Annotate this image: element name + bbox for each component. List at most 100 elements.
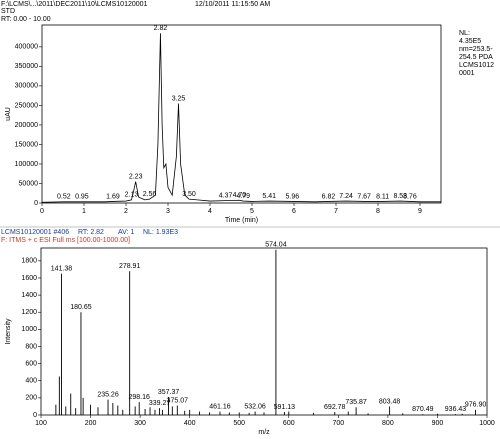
y-tick-label: 600	[25, 360, 37, 367]
y-tick-label: 1600	[21, 275, 37, 282]
peak-label: 3.25	[172, 95, 186, 102]
y-tick-label: 200000	[15, 122, 38, 129]
peak-label: 0.95	[75, 194, 89, 201]
peak-label: 141.38	[51, 266, 73, 273]
y-tick-label: 0	[33, 412, 37, 419]
x-tick-label: 1000	[479, 420, 495, 427]
x-tick-label: 8	[376, 208, 380, 215]
y-tick-label: 250000	[15, 102, 38, 109]
nl-line: 4.35E5	[459, 38, 481, 45]
y-tick-label: 100000	[15, 161, 38, 168]
y-tick-label: 50000	[19, 180, 39, 187]
y-tick-label: 1000	[21, 326, 37, 333]
y-tick-label: 150000	[15, 141, 38, 148]
y-tick-label: 400000	[15, 44, 38, 51]
x-tick-label: 1	[82, 208, 86, 215]
peak-label: 180.65	[70, 304, 92, 311]
nl-line: 254.5 PDA	[459, 54, 493, 61]
x-tick-label: 5	[250, 208, 254, 215]
peak-label: 692.78	[324, 404, 346, 411]
peak-label: 574.04	[265, 242, 287, 249]
scan-info: LCMS10120001 #406	[1, 229, 69, 236]
y-tick-label: 400	[25, 378, 37, 385]
trace	[41, 33, 441, 203]
x-tick-label: 900	[432, 420, 444, 427]
scan-nl: NL: 1.93E3	[143, 229, 178, 236]
acq-date: 12/10/2011 11:15:50 AM	[195, 1, 270, 8]
peak-label: 375.07	[167, 397, 189, 404]
peak-label: 6.82	[322, 193, 336, 200]
y-tick-label: 800	[25, 343, 37, 350]
peak-label: 461.16	[209, 403, 231, 410]
peak-label: 2.13	[125, 192, 139, 199]
y-tick-label: 1200	[21, 309, 37, 316]
y-axis-label: Intensity	[5, 318, 12, 345]
x-tick-label: 300	[134, 420, 146, 427]
peak-label: 591.13	[274, 404, 296, 411]
x-tick-label: 4	[208, 208, 212, 215]
peak-label: 5.41	[262, 193, 276, 200]
x-tick-label: 6	[292, 208, 296, 215]
peak-label: 2.23	[129, 173, 143, 180]
nl-line: nm=253.5-	[459, 46, 493, 53]
x-tick-label: 500	[233, 420, 245, 427]
x-axis-label: m/z	[258, 429, 270, 436]
x-tick-label: 100	[35, 420, 47, 427]
x-tick-label: 9	[418, 208, 422, 215]
peak-label: 2.82	[154, 25, 168, 32]
rt-range: RT: 0.00 - 10.00	[1, 16, 51, 23]
x-tick-label: 2	[124, 208, 128, 215]
peak-label: 7.24	[339, 193, 353, 200]
peak-label: 8.53	[393, 193, 407, 200]
x-tick-label: 200	[85, 420, 97, 427]
plot-frame	[41, 24, 442, 204]
y-tick-label: 300000	[15, 83, 38, 90]
nl-line: LCMS1012	[459, 62, 494, 69]
x-tick-label: 0	[40, 208, 44, 215]
y-tick-label: 200	[25, 395, 37, 402]
file-path: F:\LCMS\...\2011\DEC2011\10\LCMS10120001	[1, 1, 148, 8]
x-axis-label: Time (min)	[225, 217, 258, 224]
x-tick-label: 800	[382, 420, 394, 427]
peak-label: 278.91	[119, 263, 141, 270]
peak-label: 4.70	[233, 192, 247, 199]
peak-label: 532.06	[244, 403, 266, 410]
peak-label: 5.96	[286, 193, 300, 200]
x-tick-label: 400	[184, 420, 196, 427]
peak-label: 1.69	[106, 193, 120, 200]
peak-label: 976.90	[465, 402, 487, 409]
peak-label: 936.43	[445, 406, 467, 413]
y-tick-label: 0	[34, 200, 38, 207]
y-tick-label: 350000	[15, 63, 38, 70]
peak-label: 4.79	[236, 193, 250, 200]
x-tick-label: 3	[166, 208, 170, 215]
scan-rt: RT: 2.82	[78, 229, 104, 236]
nl-line: NL:	[459, 30, 470, 37]
x-tick-label: 7	[334, 208, 338, 215]
peak-label: 3.50	[182, 191, 196, 198]
peak-label: 235.26	[97, 391, 119, 398]
scan-av: AV: 1	[118, 229, 134, 236]
peak-label: 2.56	[143, 191, 157, 198]
plot-frame	[40, 247, 488, 416]
peak-label: 870.49	[412, 406, 434, 413]
scan-filter: F: ITMS + c ESI Full ms [100.00-1000.00]	[1, 237, 130, 244]
peak-label: 803.48	[379, 398, 401, 405]
nl-line: 0001	[459, 70, 475, 77]
peak-label: 339.27	[149, 400, 171, 407]
peak-label: 735.87	[345, 399, 367, 406]
peak-label: 8.11	[376, 193, 389, 200]
peak-label: 4.37	[219, 193, 233, 200]
x-tick-label: 600	[283, 420, 295, 427]
peak-label: 8.76	[403, 193, 417, 200]
sample: STD	[1, 8, 15, 15]
peak-label: 357.37	[158, 389, 180, 396]
y-axis-label: uAU	[5, 107, 12, 121]
peak-label: 298.16	[128, 394, 150, 401]
peak-label: 7.67	[357, 193, 371, 200]
y-tick-label: 1800	[21, 258, 37, 265]
x-tick-label: 700	[332, 420, 344, 427]
nl-info: NL: 4.35E5 nm=253.5- 254.5 PDA LCMS1012 …	[459, 30, 494, 77]
peak-label: 0.52	[57, 194, 71, 201]
